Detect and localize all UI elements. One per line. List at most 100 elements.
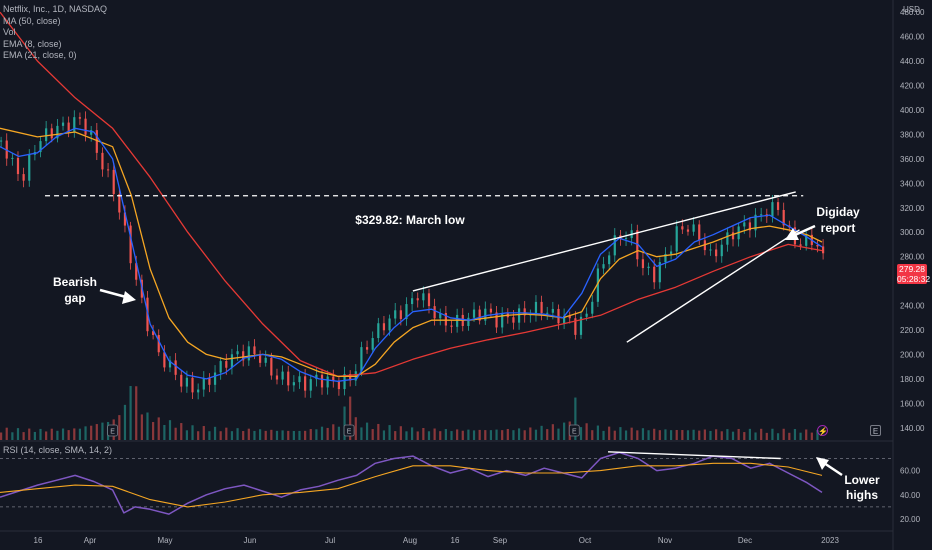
volume-bar bbox=[28, 428, 31, 440]
lower-highs-arrowhead bbox=[816, 457, 829, 470]
volume-bar bbox=[236, 428, 239, 440]
candle-body bbox=[568, 315, 571, 319]
candle-body bbox=[596, 268, 599, 302]
volume-bar bbox=[225, 427, 228, 440]
candle-body bbox=[563, 315, 566, 324]
candle-body bbox=[647, 266, 650, 269]
bearish-gap-label: Bearish bbox=[53, 275, 97, 289]
rsi-legend[interactable]: RSI (14, close, SMA, 14, 2) bbox=[3, 445, 113, 455]
time-tick-label: Oct bbox=[579, 536, 592, 545]
candle-body bbox=[101, 152, 104, 170]
candle-body bbox=[247, 346, 250, 361]
candle-body bbox=[270, 357, 273, 376]
candle-body bbox=[439, 312, 442, 319]
earnings-badge-icon[interactable]: E bbox=[870, 425, 881, 436]
volume-bar bbox=[467, 429, 470, 440]
candle-body bbox=[16, 157, 20, 175]
candle-body bbox=[292, 382, 295, 386]
candle-body bbox=[591, 301, 594, 314]
candle-body bbox=[185, 377, 188, 387]
candle-body bbox=[281, 371, 284, 380]
volume-bar bbox=[191, 425, 194, 440]
volume-bar bbox=[613, 430, 616, 440]
earnings-badge-label: E bbox=[347, 429, 352, 436]
price-tick-label: 180.00 bbox=[900, 375, 925, 384]
price-tick-label: 480.00 bbox=[900, 8, 925, 17]
volume-bar bbox=[669, 430, 673, 440]
volume-bar bbox=[765, 432, 768, 440]
volume-bar bbox=[776, 433, 780, 440]
rsi-tick-label: 40.00 bbox=[900, 491, 921, 500]
candle-body bbox=[411, 298, 414, 305]
price-tick-label: 400.00 bbox=[900, 106, 925, 115]
volume-bar bbox=[304, 430, 307, 440]
volume-bar bbox=[287, 430, 290, 440]
candle-body bbox=[50, 128, 53, 139]
candle-body bbox=[298, 376, 301, 383]
candle-body bbox=[343, 374, 346, 390]
volume-bar bbox=[551, 424, 554, 440]
time-tick-label: 16 bbox=[451, 536, 460, 545]
volume-bar bbox=[337, 426, 341, 440]
legend-ema8[interactable]: EMA (8, close) bbox=[3, 38, 62, 49]
bearish-gap-label: gap bbox=[64, 291, 85, 305]
candle-body bbox=[731, 232, 735, 240]
volume-bar bbox=[78, 428, 82, 440]
time-tick-label: Apr bbox=[84, 536, 97, 545]
volume-bar bbox=[529, 427, 532, 440]
ma50-line bbox=[0, 11, 823, 378]
candle-body bbox=[45, 128, 48, 142]
candle-body bbox=[664, 253, 667, 263]
rsi-tick-label: 20.00 bbox=[900, 515, 921, 524]
legend-volume[interactable]: Vol bbox=[3, 27, 16, 37]
flash-icon[interactable]: ⚡ bbox=[817, 425, 828, 436]
volume-bar bbox=[433, 428, 436, 440]
volume-bar bbox=[270, 429, 273, 440]
candle-body bbox=[208, 377, 211, 385]
candle-body bbox=[540, 301, 543, 314]
volume-bar bbox=[512, 430, 515, 440]
price-tick-label: 340.00 bbox=[900, 179, 925, 188]
bearish-gap-arrowhead bbox=[122, 291, 136, 304]
candle-body bbox=[748, 222, 752, 231]
volume-bar bbox=[422, 427, 425, 440]
volume-bar bbox=[517, 428, 521, 440]
volume-bar bbox=[174, 427, 177, 440]
candle-body bbox=[174, 360, 177, 375]
candle-body bbox=[236, 351, 239, 355]
candle-body bbox=[675, 226, 678, 252]
candle-body bbox=[180, 374, 183, 387]
volume-bar bbox=[16, 428, 20, 440]
volume-bar bbox=[84, 426, 87, 440]
volume-bar bbox=[636, 430, 639, 440]
candle-body bbox=[315, 374, 318, 380]
volume-bar bbox=[799, 432, 802, 440]
earnings-badge bbox=[107, 424, 119, 437]
candle-body bbox=[517, 308, 521, 323]
volume-bar bbox=[715, 429, 718, 440]
candle-body bbox=[523, 308, 526, 316]
candle-body bbox=[129, 225, 132, 264]
volume-bar bbox=[591, 430, 594, 440]
volume-bar bbox=[585, 423, 588, 440]
legend-ema21[interactable]: EMA (21, close, 0) bbox=[3, 50, 77, 60]
volume-bar bbox=[647, 430, 650, 440]
volume-bar bbox=[501, 430, 504, 440]
volume-bar bbox=[681, 430, 684, 440]
candle-body bbox=[489, 308, 493, 313]
price-tick-label: 220.00 bbox=[900, 326, 925, 335]
candle-body bbox=[123, 212, 127, 226]
volume-bar bbox=[478, 429, 481, 440]
candle-body bbox=[472, 309, 476, 318]
legend-ma50[interactable]: MA (50, close) bbox=[3, 15, 61, 26]
price-tick-label: 240.00 bbox=[900, 302, 925, 311]
wedge-upper-line bbox=[412, 191, 796, 292]
price-tick-label: 380.00 bbox=[900, 130, 925, 139]
volume-bar bbox=[365, 422, 369, 440]
candle-body bbox=[726, 232, 729, 245]
volume-bar bbox=[416, 431, 419, 440]
candle-body bbox=[658, 262, 661, 283]
volume-bar bbox=[163, 424, 166, 440]
volume-bar bbox=[489, 430, 493, 440]
